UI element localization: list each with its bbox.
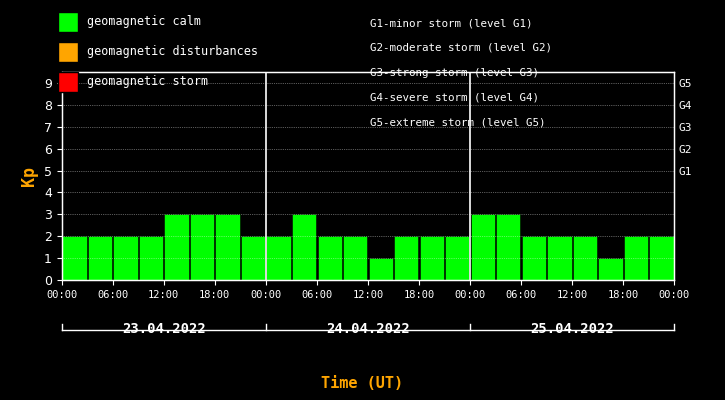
Bar — [62, 236, 86, 280]
Bar — [471, 214, 495, 280]
Bar — [445, 236, 469, 280]
Bar — [88, 236, 112, 280]
Text: geomagnetic calm: geomagnetic calm — [87, 16, 201, 28]
Text: 23.04.2022: 23.04.2022 — [122, 322, 206, 336]
Y-axis label: Kp: Kp — [20, 166, 38, 186]
Text: G2-moderate storm (level G2): G2-moderate storm (level G2) — [370, 43, 552, 53]
Bar — [598, 258, 623, 280]
Text: geomagnetic storm: geomagnetic storm — [87, 76, 208, 88]
Bar — [241, 236, 265, 280]
Bar — [650, 236, 674, 280]
Text: G4-severe storm (level G4): G4-severe storm (level G4) — [370, 92, 539, 102]
Bar — [215, 214, 240, 280]
Bar — [496, 214, 521, 280]
Bar — [343, 236, 368, 280]
Bar — [139, 236, 163, 280]
Bar — [394, 236, 418, 280]
Bar — [522, 236, 546, 280]
Bar — [292, 214, 316, 280]
Text: 25.04.2022: 25.04.2022 — [530, 322, 614, 336]
Text: G1-minor storm (level G1): G1-minor storm (level G1) — [370, 18, 532, 28]
Text: G3-strong storm (level G3): G3-strong storm (level G3) — [370, 68, 539, 78]
Text: 24.04.2022: 24.04.2022 — [326, 322, 410, 336]
Bar — [190, 214, 214, 280]
Bar — [368, 258, 393, 280]
Bar — [624, 236, 648, 280]
Bar — [547, 236, 571, 280]
Bar — [573, 236, 597, 280]
Bar — [165, 214, 189, 280]
Text: geomagnetic disturbances: geomagnetic disturbances — [87, 46, 258, 58]
Bar — [318, 236, 341, 280]
Bar — [113, 236, 138, 280]
Bar — [267, 236, 291, 280]
Bar — [420, 236, 444, 280]
Text: G5-extreme storm (level G5): G5-extreme storm (level G5) — [370, 117, 545, 127]
Text: Time (UT): Time (UT) — [321, 376, 404, 392]
